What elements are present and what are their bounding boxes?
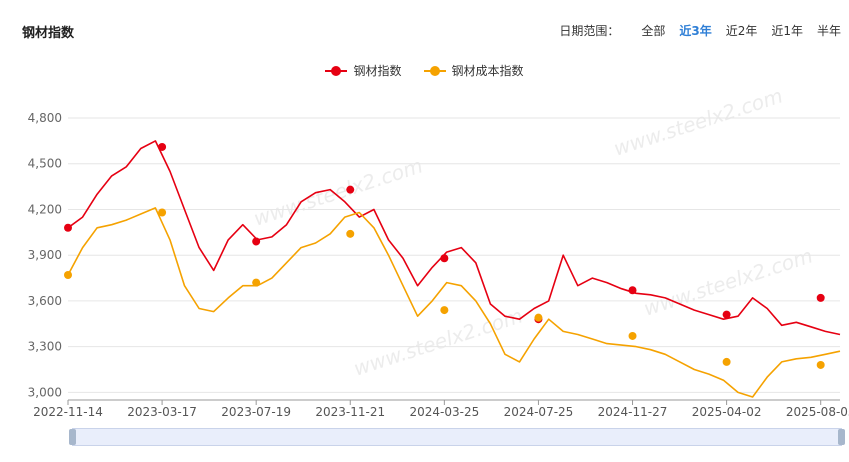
x-tick-label: 2025-04-02	[692, 405, 762, 419]
series-point-0[interactable]	[816, 293, 825, 302]
series-point-1[interactable]	[534, 313, 543, 322]
y-tick-label: 3,300	[28, 340, 62, 354]
x-tick-label: 2023-07-19	[221, 405, 291, 419]
series-point-1[interactable]	[816, 360, 825, 369]
x-tick-label: 2024-11-27	[598, 405, 668, 419]
series-point-0[interactable]	[628, 286, 637, 295]
series-point-1[interactable]	[158, 208, 167, 217]
series-line-0	[67, 140, 841, 336]
series-point-0[interactable]	[252, 237, 261, 246]
y-tick-label: 4,200	[28, 202, 62, 216]
series-point-1[interactable]	[346, 229, 355, 238]
legend-label-cost-index: 钢材成本指数	[451, 64, 524, 78]
zoom-handle-left[interactable]	[69, 429, 76, 445]
series-point-0[interactable]	[346, 185, 355, 194]
series-point-1[interactable]	[252, 278, 261, 287]
range-option-3y[interactable]: 近3年	[679, 24, 712, 38]
y-tick-label: 3,600	[28, 294, 62, 308]
x-tick-label: 2022-11-14	[33, 405, 103, 419]
series-point-0[interactable]	[440, 254, 449, 263]
legend-label-steel-index: 钢材指数	[353, 64, 402, 78]
x-tick-label: 2024-03-25	[409, 405, 479, 419]
grid	[68, 117, 840, 393]
range-option-half-year[interactable]: 半年	[816, 24, 841, 38]
series-point-0[interactable]	[64, 223, 72, 232]
x-axis: 2022-11-14 2023-03-17 2023-07-19 2023-11-21…	[33, 399, 849, 419]
series-point-1[interactable]	[440, 306, 449, 315]
y-tick-label: 3,000	[28, 385, 62, 399]
zoom-slider-track[interactable]	[72, 428, 842, 446]
x-tick-label: 2024-07-25	[504, 405, 574, 419]
series-point-0[interactable]	[158, 142, 167, 151]
y-tick-label: 4,500	[28, 157, 62, 171]
x-tick-label: 2023-03-17	[127, 405, 197, 419]
range-option-all[interactable]: 全部	[641, 24, 666, 38]
chart-legend: 钢材指数 钢材成本指数	[0, 62, 849, 79]
range-option-2y[interactable]: 近2年	[725, 24, 758, 38]
series-point-1[interactable]	[722, 357, 731, 366]
date-range-selector: 日期范围： 全部 近3年 近2年 近1年 半年	[559, 22, 841, 39]
zoom-handle-right[interactable]	[838, 429, 845, 445]
legend-swatch-steel-index	[325, 65, 348, 76]
legend-item-cost-index[interactable]: 钢材成本指数	[423, 62, 524, 79]
x-tick-label: 2023-11-21	[315, 405, 385, 419]
legend-swatch-cost-index	[423, 65, 446, 76]
y-tick-label: 3,900	[28, 248, 62, 262]
zoom-slider[interactable]	[69, 428, 845, 446]
date-range-label: 日期范围：	[559, 24, 620, 38]
legend-item-steel-index[interactable]: 钢材指数	[325, 62, 402, 79]
series-point-0[interactable]	[722, 310, 731, 319]
series-layer	[64, 140, 841, 398]
series-point-1[interactable]	[628, 331, 637, 340]
x-tick-label: 2025-08-05	[786, 405, 849, 419]
series-line-1	[67, 207, 841, 398]
y-axis: 4,800 4,500 4,200 3,900 3,600 3,300 3,000	[28, 111, 62, 399]
chart-title: 钢材指数	[22, 26, 75, 41]
range-option-1y[interactable]: 近1年	[771, 24, 803, 38]
y-tick-label: 4,800	[28, 111, 62, 125]
series-point-1[interactable]	[64, 271, 72, 280]
